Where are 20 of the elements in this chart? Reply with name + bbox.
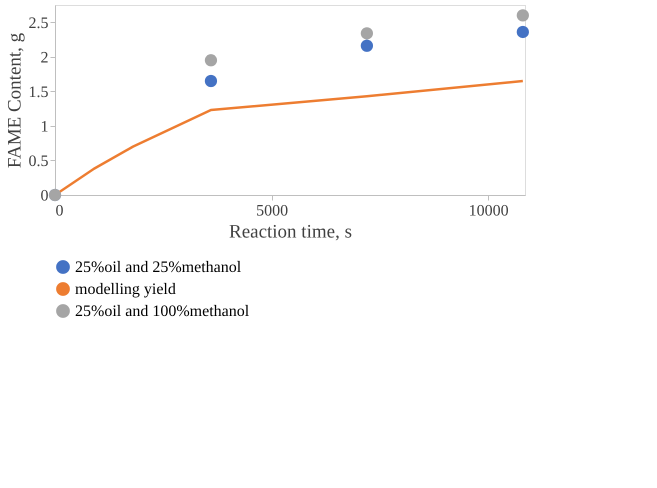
y-tick-label: 2 xyxy=(40,49,48,66)
x-tick-label: 5000 xyxy=(256,202,288,220)
x-axis-title: Reaction time, s xyxy=(229,222,352,242)
x-tick-label: 0 xyxy=(56,202,64,220)
point xyxy=(204,54,218,66)
y-tick-label: 0.5 xyxy=(28,152,48,170)
legend-label: modelling yield xyxy=(75,281,176,298)
point xyxy=(516,26,529,38)
point xyxy=(204,74,218,88)
y-axis-title: FAME Content, g xyxy=(4,32,26,168)
legend-label: 25%oil and 100%methanol xyxy=(75,303,250,320)
point xyxy=(360,27,374,40)
legend-label: 25%oil and 25%methanol xyxy=(75,259,242,276)
y-tick-label: 0 xyxy=(40,188,48,204)
y-tick-label: 1 xyxy=(40,118,48,136)
point xyxy=(360,40,374,52)
y-tick-label: 1.5 xyxy=(28,84,48,101)
y-tick-label: 2.5 xyxy=(28,14,48,32)
x-tick-label: 10000 xyxy=(468,202,509,220)
point xyxy=(516,9,529,22)
